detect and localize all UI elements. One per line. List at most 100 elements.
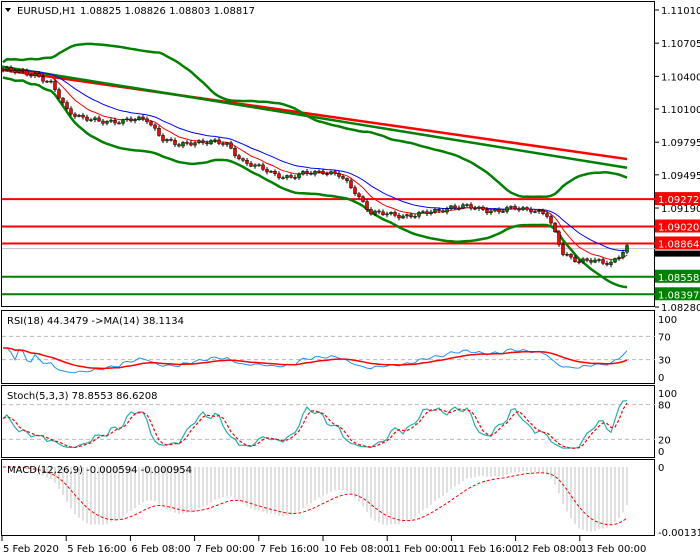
- candle-body: [469, 204, 473, 209]
- candle-body: [353, 187, 357, 195]
- bollinger-lower-band: [2, 76, 628, 289]
- candle-body: [465, 204, 469, 206]
- candle-body: [521, 207, 525, 210]
- candle-body: [429, 211, 433, 214]
- candle-body: [185, 142, 189, 144]
- candle-body: [53, 80, 57, 90]
- ema-slow-line: [2, 69, 628, 252]
- price-tick-label: 1.09795: [661, 138, 700, 149]
- candle-body: [301, 171, 305, 175]
- time-axis: 5 Feb 2020 5 Feb 16:00 6 Feb 08:00 7 Feb 00…: [1, 536, 646, 555]
- candle-body: [13, 70, 17, 73]
- candle-body: [145, 118, 149, 123]
- candle-body: [417, 212, 421, 217]
- candle-body: [449, 205, 453, 209]
- price-tick-label: 1.10100: [661, 105, 700, 116]
- candle-body: [21, 70, 25, 72]
- candle-body: [273, 171, 277, 175]
- candle-body: [221, 143, 225, 145]
- candle-body: [625, 245, 629, 253]
- candle-body: [89, 119, 93, 121]
- macd-panel-frame: [1, 459, 655, 536]
- candle-body: [101, 120, 105, 124]
- candle-body: [241, 158, 245, 161]
- time-tick-label: 6 Feb 08:00: [131, 544, 190, 555]
- candle-body: [589, 260, 593, 263]
- candle-body: [565, 253, 569, 256]
- candle-body: [401, 215, 405, 219]
- candle-body: [233, 148, 237, 156]
- candle-body: [477, 206, 481, 209]
- candle-body: [613, 258, 617, 263]
- collapse-triangle-icon[interactable]: [5, 8, 11, 12]
- candle-body: [161, 135, 165, 142]
- candle-body: [5, 67, 9, 71]
- level-price-tag: [655, 287, 700, 301]
- candle-body: [193, 142, 197, 146]
- candle-body: [529, 208, 533, 213]
- symbol-label: EURUSD,H1: [17, 6, 76, 17]
- candle-body: [561, 244, 565, 255]
- candle-body: [25, 70, 29, 76]
- price-tick-label: 1.11010: [661, 6, 700, 17]
- candle-body: [153, 124, 157, 129]
- macd-panel: [3, 466, 628, 532]
- candle-body: [445, 208, 449, 213]
- candle-body: [573, 256, 577, 262]
- candle-body: [257, 164, 261, 167]
- candle-body: [73, 113, 77, 117]
- stoch-panel: [2, 400, 655, 449]
- stoch-tick-label: 80: [658, 401, 671, 412]
- rsi-tick-label: 30: [658, 356, 671, 367]
- candle-body: [81, 114, 85, 118]
- candle-body: [49, 80, 53, 83]
- candle-body: [569, 253, 573, 258]
- candle-body: [493, 208, 497, 212]
- time-tick-label: 10 Feb 08:00: [324, 544, 390, 555]
- long-ma-green-line: [1, 65, 628, 169]
- candle-body: [117, 122, 121, 125]
- level-price-label: 1.08558: [658, 273, 699, 284]
- candle-body: [329, 171, 333, 175]
- candle-body: [17, 70, 21, 73]
- candle-body: [229, 142, 233, 149]
- candle-body: [365, 201, 369, 210]
- candle-body: [425, 211, 429, 214]
- level-price-label: 1.08864: [658, 239, 699, 250]
- candle-body: [617, 257, 621, 259]
- candle-body: [65, 102, 69, 109]
- stoch-tick-label: 100: [658, 389, 677, 400]
- candle-body: [45, 80, 49, 83]
- candle-body: [585, 258, 589, 261]
- candle-body: [557, 231, 561, 245]
- candle-body: [113, 119, 117, 124]
- candle-body: [77, 114, 81, 117]
- candle-body: [105, 121, 109, 124]
- candle-body: [533, 211, 537, 213]
- candle-body: [313, 171, 317, 175]
- candle-body: [149, 121, 153, 126]
- candle-body: [517, 208, 521, 211]
- candle-body: [37, 73, 41, 77]
- candle-body: [621, 251, 625, 258]
- level-price-label: 1.09272: [658, 195, 699, 206]
- candle-body: [333, 171, 337, 174]
- rsi-tick-label: 70: [658, 332, 671, 343]
- candle-body: [609, 261, 613, 265]
- candle-body: [481, 206, 485, 210]
- candle-body: [581, 258, 585, 263]
- candle-body: [97, 117, 101, 122]
- time-tick-label: 7 Feb 16:00: [260, 544, 319, 555]
- candle-body: [249, 163, 253, 167]
- candle-body: [293, 177, 297, 179]
- rsi-line: [3, 347, 628, 374]
- candle-body: [1, 68, 5, 71]
- candle-body: [349, 180, 353, 188]
- candle-body: [281, 177, 285, 179]
- level-price-tag: [655, 219, 700, 233]
- candle-body: [305, 171, 309, 174]
- price-tick-label: 1.09495: [661, 171, 700, 182]
- level-price-tag: [655, 269, 700, 283]
- level-price-label: 1.09020: [658, 223, 699, 234]
